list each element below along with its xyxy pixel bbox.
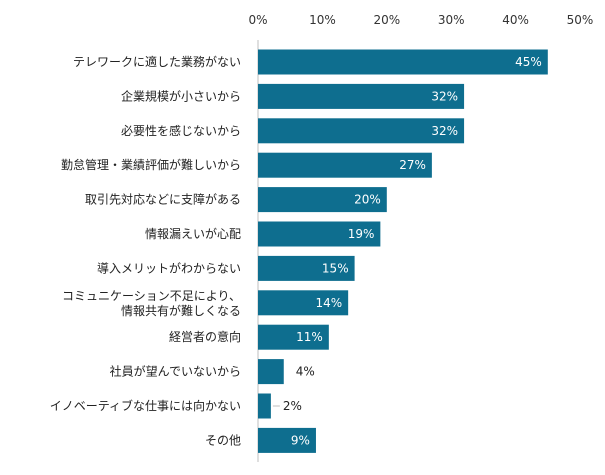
- x-tick-label: 20%: [373, 13, 400, 27]
- data-label: 32%: [431, 89, 458, 103]
- x-tick-label: 50%: [567, 13, 594, 27]
- x-tick-label: 10%: [309, 13, 336, 27]
- x-tick-label: 0%: [248, 13, 267, 27]
- category-label: 勤怠管理・業績評価が難しいから: [61, 157, 241, 172]
- data-label: 32%: [431, 124, 458, 138]
- bar: [258, 49, 548, 75]
- category-label: テレワークに適した業務がない: [73, 54, 241, 69]
- category-label: 導入メリットがわからない: [97, 260, 241, 275]
- data-label: 27%: [399, 158, 426, 172]
- category-label: 必要性を感じないから: [121, 123, 241, 138]
- category-label: 企業規模が小さいから: [121, 88, 241, 103]
- data-label: 11%: [296, 330, 323, 344]
- category-label: 経営者の意向: [169, 329, 241, 344]
- data-label: 19%: [348, 227, 375, 241]
- bar: [258, 255, 355, 281]
- bar: [258, 152, 432, 178]
- data-label: 15%: [322, 261, 349, 275]
- category-label: 取引先対応などに支障がある: [85, 192, 241, 207]
- category-label: その他: [205, 433, 241, 447]
- bar: [258, 324, 329, 350]
- category-label: コミュニケーション不足により、情報共有が難しくなる: [62, 289, 241, 318]
- data-label: 2%: [283, 399, 302, 413]
- category-label: 情報漏えいが心配: [145, 226, 241, 241]
- category-label: イノベーティブな仕事には向かない: [50, 398, 241, 413]
- category-label-line: 情報共有が難しくなる: [121, 303, 241, 318]
- bar: [258, 359, 284, 385]
- data-label: 4%: [296, 365, 315, 379]
- bar: [258, 427, 316, 453]
- bar: [258, 83, 465, 109]
- bar: [258, 393, 271, 419]
- bar: [258, 187, 387, 213]
- x-tick-label: 40%: [502, 13, 529, 27]
- data-label: 20%: [354, 193, 381, 207]
- category-label: 社員が望んでいないから: [110, 364, 241, 379]
- data-label: 14%: [315, 296, 342, 310]
- bar: [258, 118, 465, 144]
- data-label: 45%: [515, 55, 542, 69]
- data-label: 9%: [291, 433, 310, 447]
- x-tick-label: 30%: [438, 13, 465, 27]
- category-label-line: コミュニケーション不足により、: [62, 289, 241, 303]
- bar: [258, 221, 381, 247]
- bar: [258, 290, 349, 316]
